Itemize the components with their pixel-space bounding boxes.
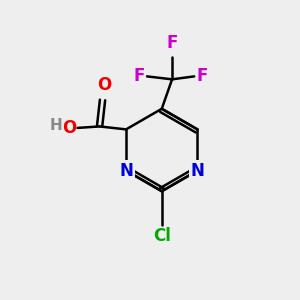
Text: Cl: Cl <box>153 227 171 245</box>
Text: O: O <box>97 76 111 94</box>
Text: N: N <box>190 162 204 180</box>
Text: F: F <box>133 68 145 85</box>
Text: H: H <box>50 118 62 133</box>
Text: O: O <box>62 119 76 137</box>
Text: N: N <box>119 162 133 180</box>
Text: F: F <box>196 68 208 85</box>
Text: F: F <box>167 34 178 52</box>
